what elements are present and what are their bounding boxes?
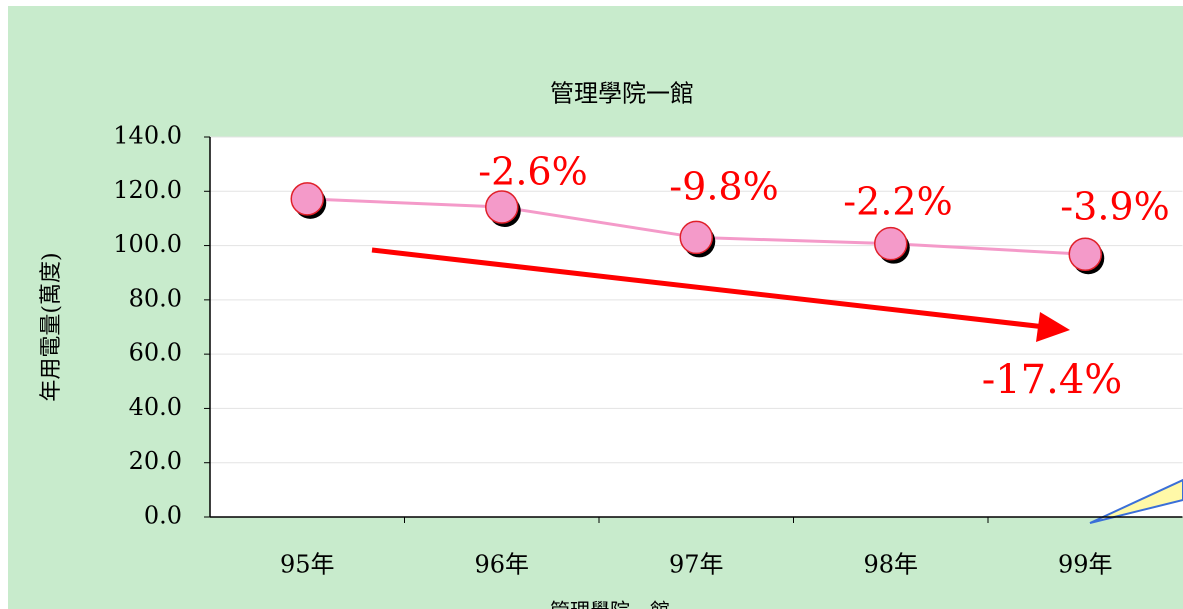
y-tick-label: 120.0 (113, 176, 182, 204)
x-tick-label: 99年 (1058, 551, 1113, 579)
legend-label: 管理學院一館 (550, 599, 670, 609)
change-label: -2.2% (843, 180, 952, 224)
marker (485, 190, 519, 224)
change-label: -9.8% (669, 165, 778, 209)
x-tick-label: 98年 (863, 551, 918, 579)
y-tick-label: 140.0 (113, 122, 182, 150)
y-tick-label: 100.0 (113, 230, 182, 258)
total-change-label: -17.4% (982, 357, 1123, 403)
y-tick-label: 40.0 (129, 393, 182, 421)
y-tick-label: 0.0 (144, 502, 182, 530)
marker (290, 182, 324, 216)
x-tick-label: 96年 (474, 551, 529, 579)
x-tick-label: 95年 (280, 551, 335, 579)
marker (679, 220, 713, 255)
decoration (1089, 478, 1183, 524)
y-tick-label: 80.0 (129, 284, 182, 312)
y-axis-label: 年用電量(萬度) (39, 252, 64, 401)
trend-arrowhead (1036, 312, 1070, 342)
marker (874, 226, 908, 261)
change-label: -2.6% (478, 150, 587, 194)
change-label: -3.9% (1060, 185, 1169, 229)
trend-arrow (371, 247, 1046, 330)
x-tick-label: 97年 (669, 551, 724, 579)
y-tick-label: 60.0 (129, 339, 182, 367)
y-tick-label: 20.0 (129, 447, 182, 475)
marker (1068, 237, 1102, 272)
chart-title: 管理學院一館 (550, 80, 694, 108)
